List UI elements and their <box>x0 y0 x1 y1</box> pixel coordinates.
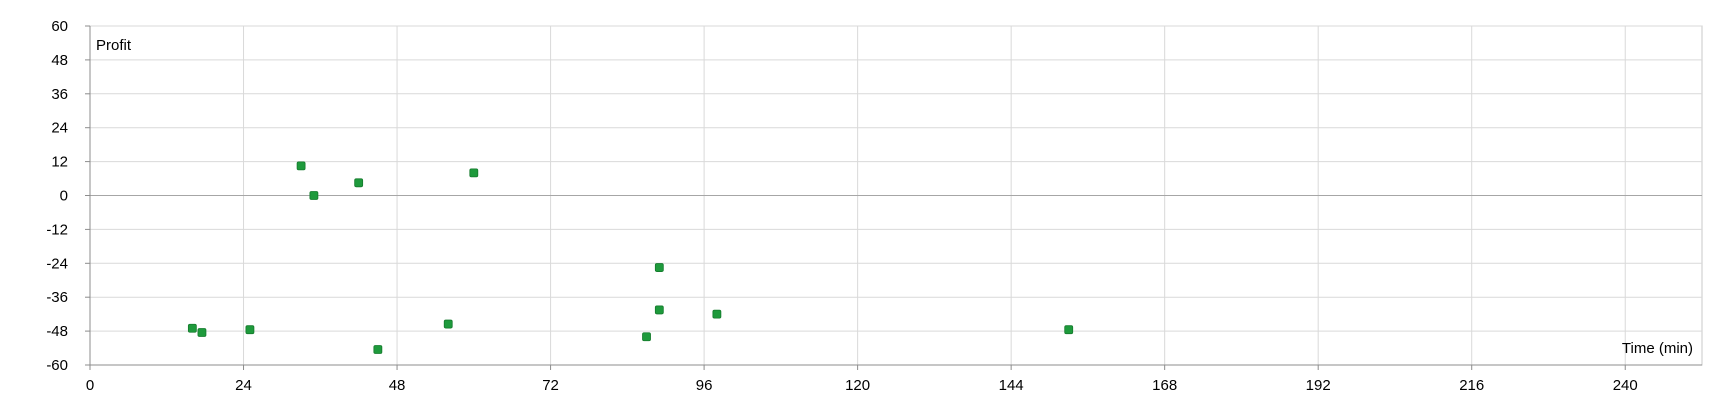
x-tick-label: 0 <box>86 377 94 394</box>
x-axis-label: Time (min) <box>1622 340 1693 357</box>
y-tick-label: -24 <box>46 255 68 272</box>
x-axis-ticks: 0 24 48 72 96 120 144 168 192 216 240 <box>86 377 1638 394</box>
x-tick-label: 240 <box>1613 377 1638 394</box>
data-point <box>469 168 479 178</box>
data-point <box>245 325 255 335</box>
data-point <box>354 178 364 188</box>
y-tick-label: 0 <box>60 188 68 205</box>
y-axis-label: Profit <box>96 37 132 54</box>
x-tick-label: 216 <box>1459 377 1484 394</box>
data-point <box>309 191 319 200</box>
x-tick-label: 24 <box>235 377 252 394</box>
data-point <box>373 345 383 354</box>
data-point <box>654 263 664 272</box>
axes <box>85 25 1702 370</box>
y-tick-label: 24 <box>51 120 68 137</box>
data-point <box>296 161 306 171</box>
data-point <box>712 309 722 319</box>
x-tick-label: 144 <box>999 377 1024 394</box>
y-axis-ticks: 60 48 36 24 12 0 -12 -24 -36 -48 -60 <box>46 18 68 374</box>
y-tick-label: 36 <box>51 86 68 103</box>
y-tick-label: -12 <box>46 221 68 238</box>
y-tick-label: -36 <box>46 289 68 306</box>
y-tick-label: -60 <box>46 357 68 374</box>
x-tick-label: 72 <box>542 377 559 394</box>
x-tick-label: 96 <box>696 377 713 394</box>
y-tick-label: -48 <box>46 323 68 340</box>
data-point <box>443 319 453 329</box>
data-point <box>197 328 207 337</box>
data-points <box>187 161 1074 354</box>
data-point <box>642 332 651 342</box>
x-tick-label: 192 <box>1306 377 1331 394</box>
y-tick-label: 12 <box>51 154 68 171</box>
x-tick-label: 48 <box>389 377 406 394</box>
y-tick-label: 60 <box>51 18 68 35</box>
data-point <box>187 323 197 333</box>
x-tick-label: 120 <box>845 377 870 394</box>
data-point <box>654 305 664 315</box>
y-tick-label: 48 <box>51 52 68 69</box>
data-point <box>1064 325 1074 335</box>
x-tick-label: 168 <box>1152 377 1177 394</box>
